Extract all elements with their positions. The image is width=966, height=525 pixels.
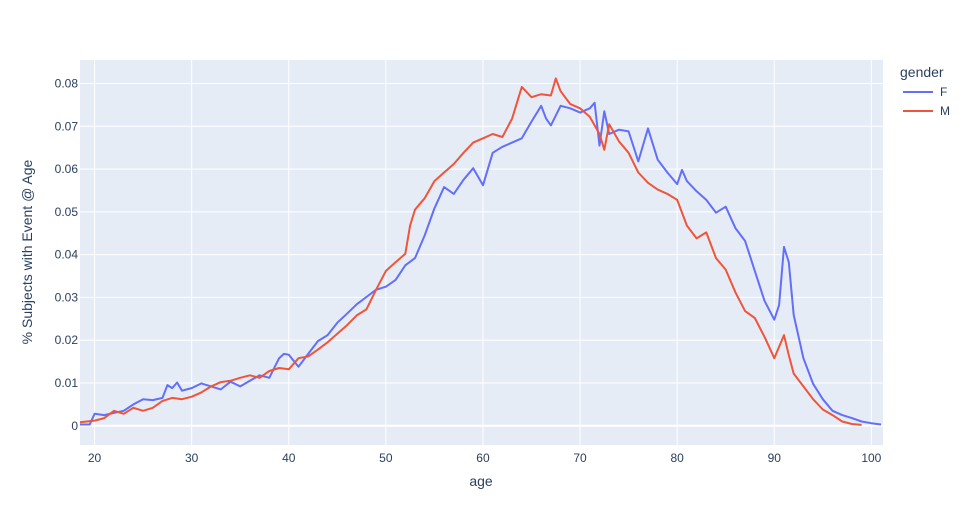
y-tick-labels: 0 0.01 0.02 0.03 0.04 0.05 0.06 0.07 0.08 xyxy=(55,77,79,433)
y-tick-label: 0.06 xyxy=(55,162,79,176)
x-axis-title: age xyxy=(469,473,493,489)
y-tick-label: 0 xyxy=(71,419,78,433)
series-line-F xyxy=(80,101,882,426)
y-tick-label: 0.07 xyxy=(55,119,79,133)
legend-item-F[interactable]: F xyxy=(903,85,947,99)
x-gridlines xyxy=(94,60,872,445)
y-tick-label: 0.02 xyxy=(55,333,79,347)
y-tick-label: 0.08 xyxy=(55,77,79,91)
x-tick-label: 60 xyxy=(476,451,490,465)
y-tick-label: 0.03 xyxy=(55,290,79,304)
y-axis-title: % Subjects with Event @ Age xyxy=(19,159,35,344)
series-lines xyxy=(79,77,882,426)
x-tick-label: 100 xyxy=(861,451,881,465)
legend-label: M xyxy=(940,104,950,118)
y-tick-label: 0.04 xyxy=(55,248,79,262)
y-tick-label: 0.01 xyxy=(55,376,79,390)
legend[interactable]: gender FM xyxy=(900,64,950,118)
x-tick-label: 20 xyxy=(88,451,102,465)
x-tick-label: 50 xyxy=(379,451,393,465)
plot-background xyxy=(80,60,883,445)
x-tick-label: 80 xyxy=(670,451,684,465)
series-line-M xyxy=(79,77,862,426)
x-tick-labels: 20 30 40 50 60 70 80 90 100 xyxy=(88,451,882,465)
y-tick-label: 0.05 xyxy=(55,205,79,219)
legend-item-M[interactable]: M xyxy=(903,104,950,118)
x-tick-label: 40 xyxy=(282,451,296,465)
y-gridlines xyxy=(80,83,883,427)
legend-label: F xyxy=(940,85,947,99)
x-tick-label: 30 xyxy=(185,451,199,465)
legend-title: gender xyxy=(900,64,944,80)
x-tick-label: 90 xyxy=(768,451,782,465)
x-tick-label: 70 xyxy=(573,451,587,465)
